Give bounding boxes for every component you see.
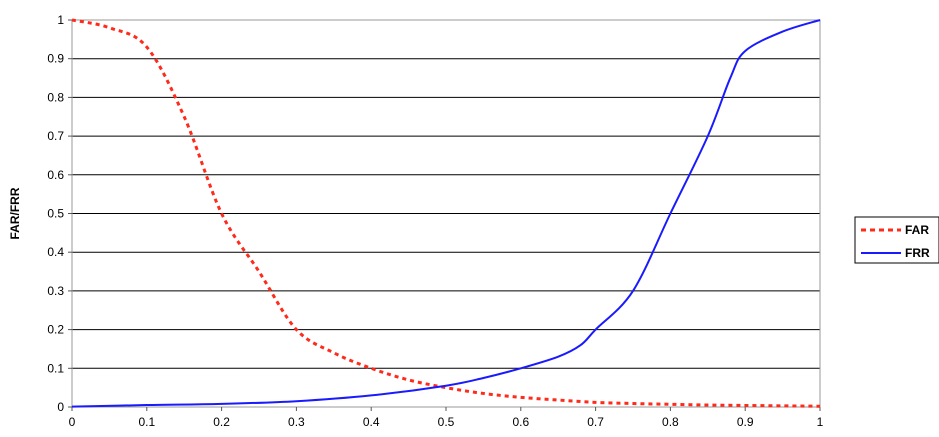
legend-label-far: FAR: [905, 223, 929, 237]
x-tick-label-7: 0.7: [587, 415, 604, 429]
x-tick-label-8: 0.8: [662, 415, 679, 429]
x-tick-label-6: 0.6: [512, 415, 529, 429]
y-tick-label-3: 0.3: [47, 284, 64, 298]
y-tick-label-5: 0.5: [47, 207, 64, 221]
legend-label-frr: FRR: [905, 246, 930, 260]
x-tick-label-4: 0.4: [363, 415, 380, 429]
y-tick-label-10: 1: [57, 13, 64, 27]
series-line-frr: [71, 19, 821, 408]
x-tick-label-0: 0: [69, 415, 76, 429]
y-tick-label-0: 0: [57, 400, 64, 414]
legend-box: [854, 216, 939, 264]
x-tick-label-3: 0.3: [288, 415, 305, 429]
series-line-far: [71, 18, 821, 408]
y-axis-title: FAR/FRR: [8, 187, 22, 239]
y-tick-label-7: 0.7: [47, 129, 64, 143]
y-tick-label-6: 0.6: [47, 168, 64, 182]
y-tick-label-4: 0.4: [47, 245, 64, 259]
tick-labels: 0 0.1 0.2 0.3 0.4 0.5 0.6 0.7 0.8 0.9 1 0 0.1 0.2 0.3 0…: [47, 13, 823, 429]
x-tick-label-9: 0.9: [737, 415, 754, 429]
legend: FAR FRR: [854, 216, 939, 264]
x-tick-label-10: 1: [817, 415, 824, 429]
y-tick-label-2: 0.2: [47, 323, 64, 337]
x-tick-label-2: 0.2: [213, 415, 230, 429]
gridlines: [72, 19, 820, 408]
y-tick-label-8: 0.8: [47, 90, 64, 104]
series-lines: [71, 18, 821, 408]
y-tick-label-1: 0.1: [47, 361, 64, 375]
x-tick-label-1: 0.1: [138, 415, 155, 429]
x-tick-label-5: 0.5: [438, 415, 455, 429]
y-tick-label-9: 0.9: [47, 52, 64, 66]
